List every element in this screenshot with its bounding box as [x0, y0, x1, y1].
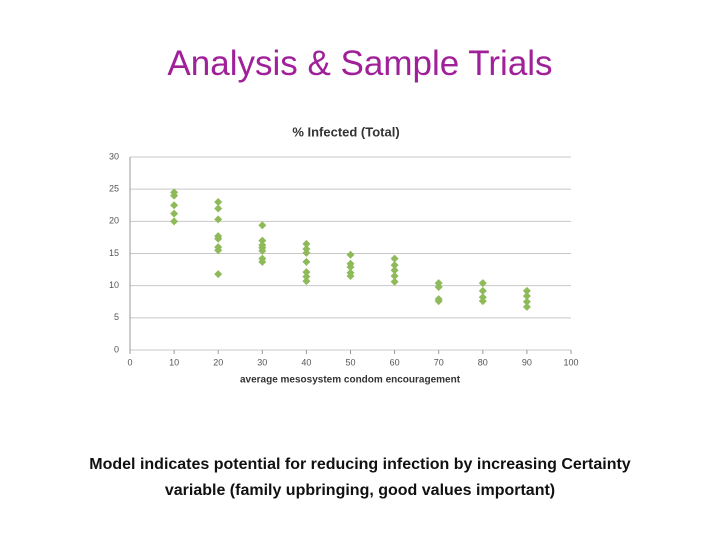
point — [302, 272, 311, 281]
y-tick-label: 25 — [109, 184, 119, 194]
y-tick-label: 20 — [109, 216, 119, 226]
x-tick-label: 60 — [390, 357, 400, 367]
y-tick-label: 10 — [109, 280, 119, 290]
point — [302, 277, 311, 286]
slide-title: Analysis & Sample Trials — [167, 44, 553, 83]
point — [522, 302, 531, 311]
chart: % Infected (Total) average mesosystem co… — [109, 124, 579, 386]
caption-line: variable (family upbringing, good values… — [164, 482, 556, 499]
point — [346, 250, 355, 259]
x-tick-label: 50 — [345, 357, 355, 367]
point — [302, 257, 311, 266]
x-tick-label: 70 — [434, 357, 444, 367]
point — [478, 279, 487, 288]
point — [302, 248, 311, 257]
x-tick-label: 40 — [301, 357, 311, 367]
x-tick-label: 0 — [127, 357, 132, 367]
point — [522, 286, 531, 295]
point — [214, 234, 223, 243]
point — [478, 297, 487, 306]
point — [302, 268, 311, 277]
point — [346, 263, 355, 272]
point — [214, 246, 223, 255]
point — [522, 291, 531, 300]
x-tick-label: 90 — [522, 357, 532, 367]
point — [434, 297, 443, 306]
point — [434, 282, 443, 291]
chart-title: % Infected (Total) — [292, 124, 399, 139]
x-tick-label: 80 — [478, 357, 488, 367]
point — [170, 191, 179, 200]
point — [346, 272, 355, 281]
point — [214, 204, 223, 213]
y-tick-label: 15 — [109, 248, 119, 258]
point — [390, 272, 399, 281]
point — [258, 221, 267, 230]
y-tick-label: 30 — [109, 151, 119, 161]
point — [390, 254, 399, 263]
x-tick-label: 100 — [563, 357, 578, 367]
point — [390, 277, 399, 286]
point — [170, 217, 179, 226]
y-tick-label: 0 — [114, 344, 119, 354]
x-tick-label: 20 — [213, 357, 223, 367]
point — [170, 201, 179, 210]
point — [522, 297, 531, 306]
point — [302, 239, 311, 248]
y-tick-label: 5 — [114, 312, 119, 322]
point — [258, 257, 267, 266]
x-tick-label: 10 — [169, 357, 179, 367]
point — [390, 261, 399, 270]
point — [258, 246, 267, 255]
point — [478, 286, 487, 295]
x-axis-label: average mesosystem condom encouragement — [240, 375, 461, 386]
point — [258, 236, 267, 245]
x-tick-label: 30 — [257, 357, 267, 367]
point — [390, 266, 399, 275]
point — [214, 198, 223, 207]
caption: Model indicates potential for reducing i… — [0, 452, 720, 504]
caption-line: Model indicates potential for reducing i… — [89, 456, 631, 473]
point — [214, 270, 223, 279]
point — [214, 215, 223, 224]
point — [170, 209, 179, 218]
